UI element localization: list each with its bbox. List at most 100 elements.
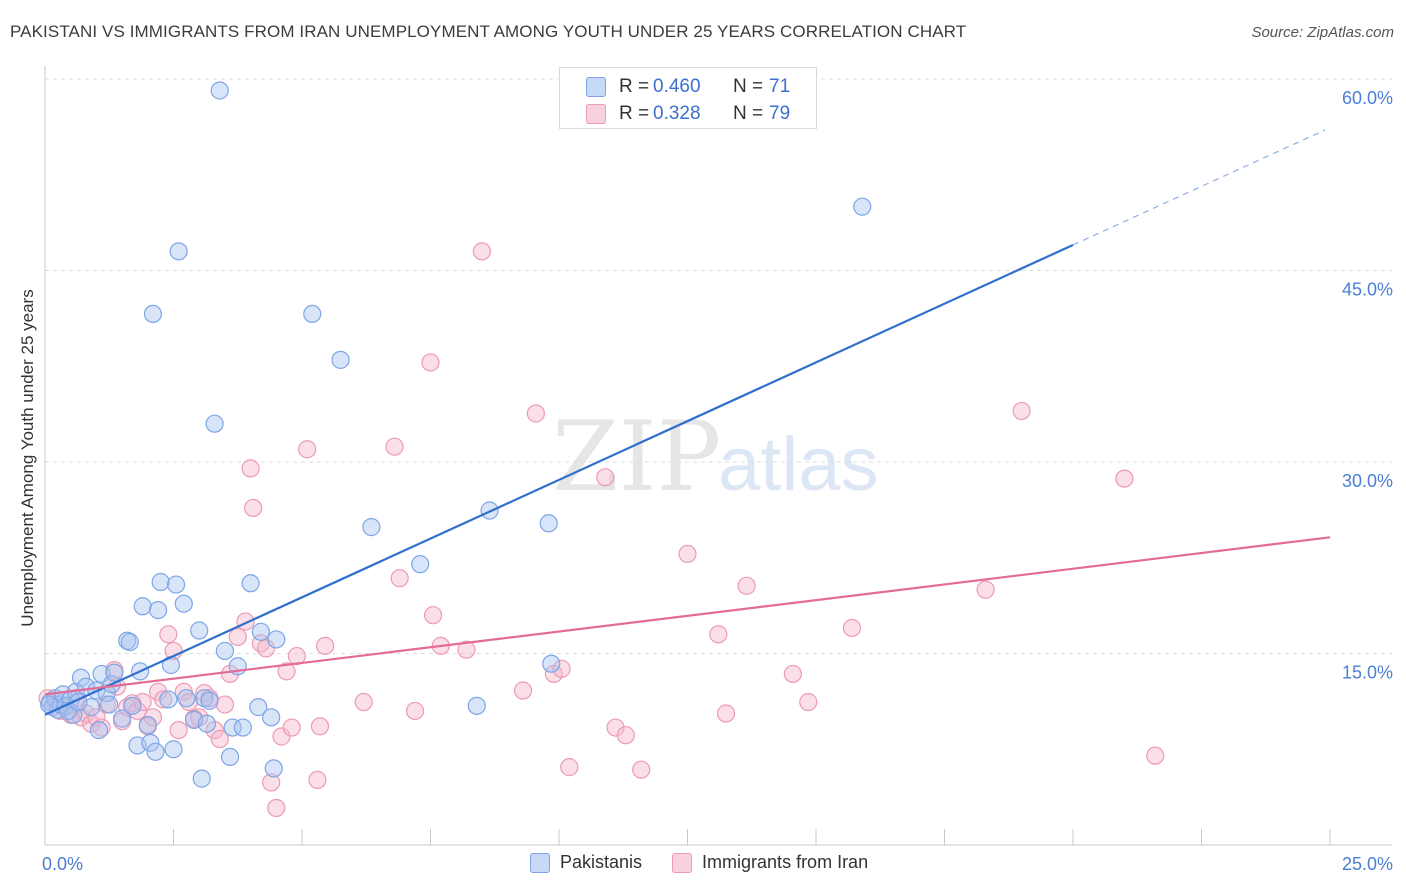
data-point: [215, 641, 234, 661]
data-point: [249, 698, 268, 717]
data-point: [542, 654, 561, 673]
data-point: [272, 727, 291, 746]
trend-lines: [44, 129, 1331, 716]
watermark: ZIP atlas: [552, 401, 879, 513]
x-tick-labels: 0.0% 25.0%: [42, 854, 1393, 874]
data-point: [89, 720, 109, 740]
data-point: [241, 574, 260, 593]
data-point: [169, 720, 188, 740]
stats-r-value: 0.460: [653, 76, 701, 97]
stats-n-label: N =: [733, 103, 764, 124]
data-point: [1115, 469, 1134, 488]
data-point: [92, 718, 111, 737]
data-point: [513, 681, 533, 700]
data-point: [277, 662, 296, 681]
legend-item-pakistanis[interactable]: Pakistanis: [530, 852, 642, 873]
data-point: [678, 544, 697, 564]
data-point: [298, 440, 317, 459]
data-point: [421, 353, 440, 372]
data-point: [405, 701, 425, 721]
data-point: [100, 695, 119, 714]
data-point: [133, 597, 152, 616]
y-tick-labels: 15.0% 30.0% 45.0% 60.0%: [1342, 88, 1393, 683]
data-point: [457, 640, 476, 659]
legend-swatch-pakistanis: [530, 852, 550, 873]
data-point: [244, 498, 263, 518]
data-point: [210, 81, 229, 100]
y-tick-label: 15.0%: [1342, 663, 1393, 683]
x-tick-label: 0.0%: [42, 854, 83, 874]
axes: [44, 66, 1392, 846]
data-point: [390, 569, 409, 588]
data-point: [267, 630, 286, 649]
x-tick-label: 25.0%: [1342, 854, 1393, 874]
data-point: [632, 760, 651, 779]
data-point: [526, 404, 545, 423]
series-pakistanis: [40, 81, 872, 788]
stats-r-value: 0.328: [653, 103, 701, 124]
data-point: [197, 714, 217, 733]
data-point: [159, 690, 178, 709]
trend-line-pakistanis: [44, 243, 1074, 716]
data-point: [842, 618, 862, 638]
data-point: [151, 572, 170, 592]
grid: [45, 78, 1392, 654]
source-label: Source: ZipAtlas.com: [1251, 24, 1394, 41]
data-point: [303, 304, 322, 324]
data-point: [539, 514, 558, 533]
data-point: [200, 691, 219, 710]
data-point: [223, 718, 242, 737]
data-point: [251, 622, 270, 641]
legend-item-iran[interactable]: Immigrants from Iran: [672, 852, 868, 873]
legend-label-pakistanis: Pakistanis: [560, 852, 643, 872]
data-point: [316, 636, 335, 655]
data-point: [220, 664, 240, 684]
data-point: [190, 621, 209, 640]
y-tick-label: 60.0%: [1342, 88, 1393, 108]
data-point: [423, 606, 443, 625]
data-point: [241, 459, 260, 478]
data-point: [262, 708, 281, 727]
stats-swatch-pakistanis: [586, 77, 606, 97]
data-point: [264, 759, 283, 778]
data-point: [472, 242, 491, 261]
y-tick-label: 45.0%: [1342, 280, 1393, 300]
data-point: [256, 639, 276, 658]
data-point: [169, 242, 188, 261]
data-point: [552, 659, 571, 678]
stats-legend: R = 0.460 N = 71 R = 0.328 N = 79: [559, 67, 817, 129]
data-point: [354, 692, 373, 712]
data-point: [205, 414, 224, 433]
data-point: [976, 580, 995, 599]
data-point: [146, 742, 165, 761]
data-point: [123, 696, 142, 715]
data-point: [411, 555, 430, 574]
data-point: [192, 769, 211, 788]
stats-r-label: R =: [619, 103, 650, 124]
data-point: [228, 627, 247, 647]
data-point: [210, 729, 229, 749]
data-point: [467, 696, 486, 715]
data-point: [716, 704, 736, 723]
data-point: [783, 664, 802, 684]
data-point: [159, 625, 178, 644]
data-point: [141, 733, 160, 752]
data-point: [282, 718, 301, 737]
data-point: [262, 773, 281, 792]
stats-r-label: R =: [619, 76, 650, 97]
data-point: [195, 689, 214, 708]
series-points: [38, 81, 1165, 818]
chart-title: PAKISTANI VS IMMIGRANTS FROM IRAN UNEMPL…: [10, 22, 967, 41]
data-point: [596, 468, 615, 487]
data-point: [385, 437, 404, 456]
stats-n-label: N =: [733, 76, 764, 97]
data-point: [112, 709, 132, 728]
trend-line-pakistanis-extension: [1072, 129, 1326, 246]
series-iran: [38, 242, 1165, 818]
stats-n-value: 71: [769, 76, 791, 97]
data-point: [164, 740, 183, 759]
data-point: [560, 758, 579, 777]
data-point: [606, 718, 625, 737]
data-point: [138, 715, 157, 735]
